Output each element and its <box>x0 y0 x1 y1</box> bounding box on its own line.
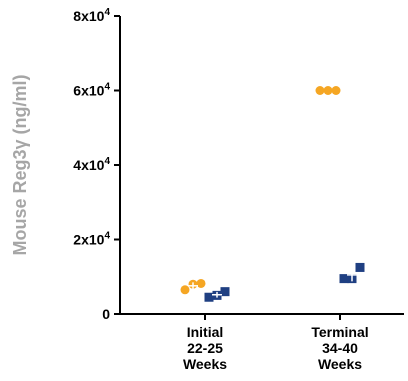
data-point <box>355 262 365 272</box>
data-point <box>331 86 341 95</box>
plot-area: 02x1044x1046x1048x104Initial22-25WeeksTe… <box>73 7 404 372</box>
y-tick-label: 8x104 <box>73 7 110 24</box>
y-axis-label: Mouse Reg3γ (ng/ml) <box>10 74 30 255</box>
y-tick-base: 2x10 <box>73 232 104 248</box>
data-point <box>339 274 349 284</box>
data-point <box>323 86 333 95</box>
data-point <box>204 292 214 302</box>
y-tick-exponent: 4 <box>104 7 110 18</box>
x-tick-label: 22-25 <box>187 340 223 356</box>
x-tick-label: Initial <box>187 324 224 340</box>
x-tick-label: Weeks <box>183 356 227 372</box>
x-tick-label: 34-40 <box>322 340 358 356</box>
y-tick-base: 0 <box>102 306 110 322</box>
y-tick-label: 0 <box>102 306 110 322</box>
y-tick-base: 4x10 <box>73 157 104 173</box>
data-point <box>196 278 206 288</box>
data-point <box>220 287 230 297</box>
y-tick-label: 6x104 <box>73 82 110 99</box>
x-tick-label: Weeks <box>318 356 362 372</box>
y-tick-label: 4x104 <box>73 156 110 173</box>
y-tick-exponent: 4 <box>104 231 110 242</box>
y-tick-base: 6x10 <box>73 83 104 99</box>
data-point <box>315 86 325 95</box>
y-tick-exponent: 4 <box>104 82 110 93</box>
y-tick-exponent: 4 <box>104 156 110 167</box>
data-point <box>180 285 190 295</box>
y-tick-label: 2x104 <box>73 231 110 248</box>
y-tick-base: 8x10 <box>73 8 104 24</box>
x-tick-label: Terminal <box>311 324 368 340</box>
